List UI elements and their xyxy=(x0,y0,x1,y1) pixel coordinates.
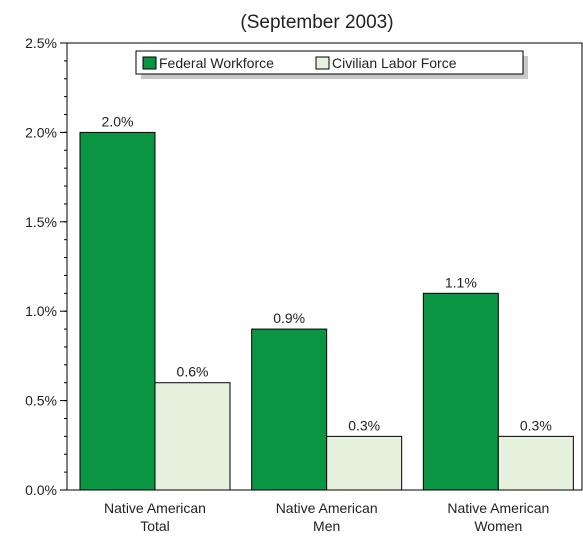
legend: Federal Workforce Civilian Labor Force xyxy=(135,50,528,79)
bar-value-label: 0.6% xyxy=(177,364,209,380)
legend-swatch-federal-workforce xyxy=(142,56,157,70)
legend-label-civilian-labor-force: Civilian Labor Force xyxy=(332,55,457,71)
y-tick-label: 2.0% xyxy=(25,124,57,140)
y-tick-label: 1.5% xyxy=(25,214,57,230)
bar-value-label: 1.1% xyxy=(445,274,477,290)
bar-civilian-1 xyxy=(326,435,403,491)
bar-value-label: 0.3% xyxy=(348,417,380,433)
bar-value-label: 0.3% xyxy=(520,417,552,433)
x-tick-label: Native American xyxy=(276,500,378,516)
y-tick-label: 2.5% xyxy=(25,35,57,51)
x-tick-label: Men xyxy=(313,518,340,534)
legend-swatch-civilian-labor-force xyxy=(315,56,330,70)
bar-value-label: 2.0% xyxy=(102,113,134,129)
bar-federal-0 xyxy=(79,131,156,491)
y-tick-label: 0.5% xyxy=(25,393,57,409)
y-tick-label: 0.0% xyxy=(25,482,57,498)
y-tick-label: 1.0% xyxy=(25,303,57,319)
x-tick-label: Native American xyxy=(447,500,549,516)
bar-value-label: 0.9% xyxy=(273,310,305,326)
legend-label-federal-workforce: Federal Workforce xyxy=(159,55,274,71)
x-tick-label: Total xyxy=(140,518,170,534)
plot-area: 0.0% 0.5% 1.0% 1.5% 2.0% 2.5% 2.0% 0.6% Native A… xyxy=(25,35,583,534)
bar-federal-1 xyxy=(251,328,328,491)
chart-title: (September 2003) xyxy=(240,12,393,33)
bar-civilian-0 xyxy=(154,382,231,491)
bar-federal-2 xyxy=(422,292,499,491)
x-tick-label: Native American xyxy=(104,500,206,516)
bar-civilian-2 xyxy=(497,435,574,491)
x-tick-label: Women xyxy=(474,518,522,534)
